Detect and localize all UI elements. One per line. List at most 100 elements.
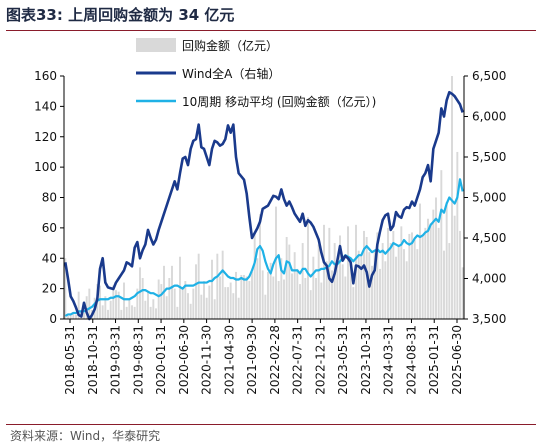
- x-tick-label: 2024-03-31: [382, 325, 396, 395]
- repurchase-bar: [248, 281, 251, 319]
- right-tick-label: 3,500: [472, 312, 506, 326]
- repurchase-bar: [331, 270, 333, 319]
- x-tick-label: 2022-07-31: [291, 325, 305, 395]
- repurchase-bar: [235, 271, 237, 319]
- repurchase-bar: [419, 203, 421, 319]
- repurchase-bar: [69, 314, 72, 319]
- repurchase-bar: [309, 290, 312, 319]
- repurchase-bar: [411, 232, 413, 319]
- repurchase-bar: [315, 277, 317, 319]
- repurchase-bar: [389, 243, 392, 319]
- repurchase-bar: [301, 243, 304, 319]
- repurchase-bar: [363, 230, 365, 319]
- repurchase-bar: [459, 230, 461, 319]
- title-divider: [6, 30, 536, 31]
- repurchase-bar: [360, 255, 363, 319]
- repurchase-bar: [416, 249, 419, 319]
- x-tick-label: 2022-02-28: [268, 325, 282, 395]
- repurchase-bar: [341, 264, 344, 319]
- x-tick-label: 2025-01-31: [427, 325, 441, 395]
- right-tick-label: 6,500: [472, 69, 506, 83]
- repurchase-bar: [317, 244, 320, 319]
- repurchase-bar: [408, 233, 411, 319]
- repurchase-bar: [85, 296, 88, 319]
- repurchase-bar: [187, 293, 189, 319]
- repurchase-bar: [267, 271, 269, 319]
- repurchase-bar: [405, 261, 408, 319]
- repurchase-bar: [352, 287, 355, 319]
- repurchase-bar: [101, 305, 104, 319]
- repurchase-bar: [99, 285, 101, 319]
- repurchase-bar: [200, 294, 203, 319]
- repurchase-bar: [299, 284, 301, 319]
- legend-swatch-bars: [136, 38, 176, 52]
- repurchase-bar: [347, 226, 349, 319]
- right-tick-label: 4,000: [472, 272, 506, 286]
- repurchase-bar: [320, 282, 323, 319]
- left-tick-label: 160: [34, 69, 57, 83]
- repurchase-bar: [269, 262, 272, 319]
- legend-label-moving-average: 10周期 移动平均 (回购金额（亿元）): [182, 94, 376, 109]
- repurchase-bar: [421, 235, 424, 319]
- repurchase-bar: [232, 293, 235, 319]
- repurchase-bar: [211, 259, 213, 319]
- moving-average-line: [64, 178, 464, 317]
- repurchase-bar: [392, 230, 395, 319]
- repurchase-bar: [240, 274, 243, 319]
- repurchase-bar: [259, 214, 261, 319]
- x-tick-label: 2018-05-31: [63, 325, 77, 395]
- repurchase-bar: [307, 217, 309, 319]
- repurchase-bar: [72, 312, 75, 319]
- repurchase-bar: [243, 274, 245, 319]
- repurchase-bar: [283, 279, 285, 319]
- repurchase-bar: [371, 265, 373, 319]
- repurchase-bar: [296, 268, 299, 319]
- repurchase-bar: [168, 277, 171, 319]
- x-tick-label: 2019-08-31: [131, 325, 145, 395]
- repurchase-bar: [237, 297, 240, 319]
- right-tick-label: 5,500: [472, 150, 506, 164]
- source-note: 资料来源：Wind，华泰研究: [10, 429, 161, 443]
- wind-all-a-line: [64, 90, 464, 321]
- repurchase-bar: [227, 287, 229, 319]
- repurchase-bar: [195, 264, 197, 319]
- repurchase-bar: [400, 226, 403, 319]
- repurchase-bar: [304, 277, 307, 319]
- x-tick-label: 2024-08-31: [404, 325, 418, 395]
- repurchase-bar: [264, 294, 267, 319]
- repurchase-bar: [219, 276, 221, 319]
- left-tick-label: 60: [42, 221, 57, 235]
- repurchase-bar: [376, 232, 379, 319]
- left-tick-label: 20: [42, 282, 57, 296]
- repurchase-bar: [461, 267, 464, 319]
- repurchase-bar: [197, 253, 200, 319]
- repurchase-bar: [277, 281, 280, 319]
- repurchase-bar: [208, 285, 211, 319]
- repurchase-bar: [83, 312, 85, 319]
- repurchase-bar: [221, 250, 224, 319]
- repurchase-bar: [224, 287, 227, 319]
- repurchase-bar: [139, 267, 141, 319]
- repurchase-bar: [272, 276, 275, 319]
- repurchase-bar: [291, 273, 293, 319]
- repurchase-bar: [333, 243, 336, 319]
- repurchase-bar: [251, 271, 253, 319]
- left-tick-label: 0: [49, 312, 57, 326]
- repurchase-bar: [413, 240, 416, 319]
- repurchase-bar: [424, 227, 427, 320]
- repurchase-bar: [104, 296, 107, 319]
- repurchase-bar: [75, 314, 77, 319]
- repurchase-bar: [336, 258, 339, 319]
- x-tick-label: 2021-04-30: [222, 325, 236, 395]
- x-tick-label: 2023-10-31: [359, 325, 373, 395]
- footer-divider: [6, 424, 536, 425]
- repurchase-bar: [173, 288, 176, 320]
- repurchase-bar: [349, 259, 352, 319]
- repurchase-bar: [189, 303, 192, 319]
- right-axis: 3,500 4,000 4,500 5,000 5,500 6,000 6,500: [463, 69, 506, 326]
- repurchase-bar: [288, 244, 291, 319]
- repurchase-bar: [453, 215, 456, 319]
- repurchase-bar: [181, 287, 184, 319]
- repurchase-bar: [445, 202, 448, 319]
